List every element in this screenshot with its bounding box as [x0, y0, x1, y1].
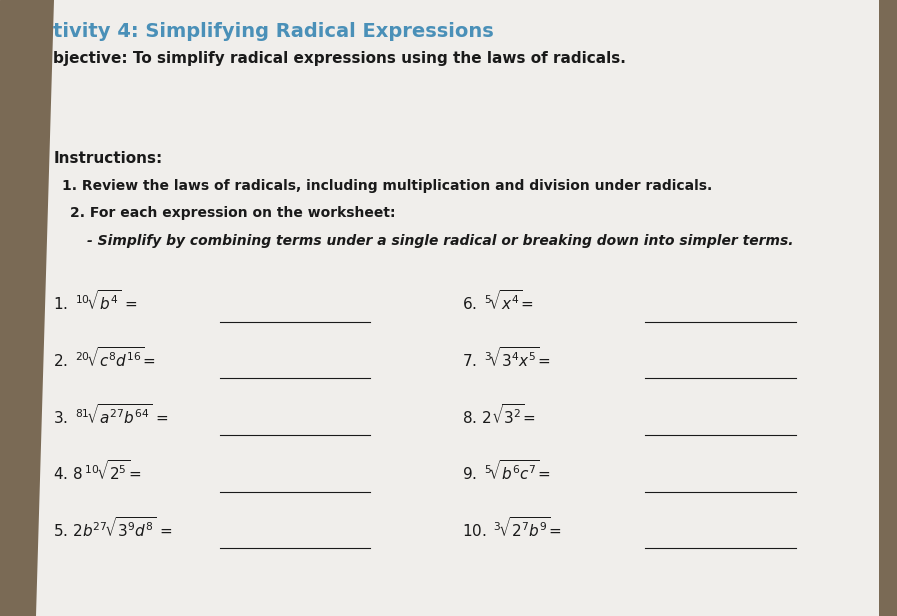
Text: tivity 4: Simplifying Radical Expressions: tivity 4: Simplifying Radical Expression… [53, 22, 494, 41]
Text: 1. $\,^{10}\!\sqrt{b^4}$ =: 1. $\,^{10}\!\sqrt{b^4}$ = [53, 290, 137, 314]
Text: 5. $2b^{27}\!\sqrt{3^9d^8}$ =: 5. $2b^{27}\!\sqrt{3^9d^8}$ = [53, 516, 172, 540]
Polygon shape [36, 0, 879, 616]
Text: 10. $\,^3\!\sqrt{2^7b^9}$=: 10. $\,^3\!\sqrt{2^7b^9}$= [462, 516, 562, 540]
Text: 8. $2\sqrt{3^2}$=: 8. $2\sqrt{3^2}$= [462, 403, 536, 427]
Text: 7. $\,^3\!\sqrt{3^4x^5}$=: 7. $\,^3\!\sqrt{3^4x^5}$= [462, 346, 551, 370]
Text: bjective: To simplify radical expressions using the laws of radicals.: bjective: To simplify radical expression… [53, 51, 626, 65]
Text: 2. For each expression on the worksheet:: 2. For each expression on the worksheet: [70, 206, 396, 221]
Text: 6. $\,^5\!\sqrt{x^4}$=: 6. $\,^5\!\sqrt{x^4}$= [462, 290, 534, 314]
Text: 9. $\,^5\!\sqrt{b^6c^7}$=: 9. $\,^5\!\sqrt{b^6c^7}$= [462, 460, 551, 484]
Text: Instructions:: Instructions: [53, 151, 162, 166]
Text: 4. $8\,^{10}\!\sqrt{2^5}$=: 4. $8\,^{10}\!\sqrt{2^5}$= [53, 460, 142, 484]
Text: 2. $\,^{20}\!\sqrt{c^8d^{16}}$=: 2. $\,^{20}\!\sqrt{c^8d^{16}}$= [53, 346, 156, 370]
Text: 1. Review the laws of radicals, including multiplication and division under radi: 1. Review the laws of radicals, includin… [62, 179, 712, 193]
Text: 3. $\,^{81}\!\sqrt{a^{27}b^{64}}$ =: 3. $\,^{81}\!\sqrt{a^{27}b^{64}}$ = [53, 403, 169, 427]
Text: - Simplify by combining terms under a single radical or breaking down into simpl: - Simplify by combining terms under a si… [86, 234, 793, 248]
